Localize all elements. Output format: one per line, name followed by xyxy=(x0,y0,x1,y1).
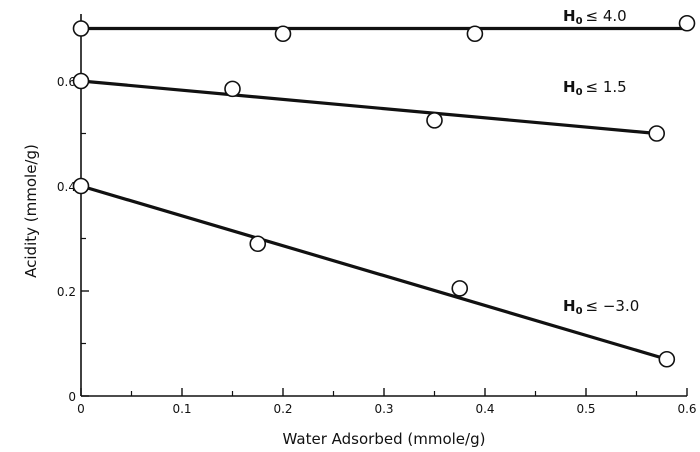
fit-line-series-3 xyxy=(79,184,669,361)
axes: 0 0.1 0.2 0.3 0.4 0.5 0.6 0 0.2 0.4 0.6 xyxy=(57,14,697,416)
x-tick-label: 0.5 xyxy=(576,402,595,416)
fit-lines xyxy=(79,26,689,361)
x-tick-label: 0.1 xyxy=(172,402,191,416)
series-label-2: H0 ≤ 1.5 xyxy=(563,78,627,98)
x-tick-label: 0.6 xyxy=(677,402,696,416)
data-point-series-1 xyxy=(466,25,484,43)
y-tick-label: 0.2 xyxy=(57,285,76,299)
data-point-series-2 xyxy=(648,125,666,142)
fit-line-series-2 xyxy=(79,79,659,136)
series-labels: H0 ≤ 4.0 H0 ≤ 1.5 H0 ≤ −3.0 xyxy=(563,7,639,317)
data-point-series-3 xyxy=(451,280,469,297)
y-tick-label: 0.4 xyxy=(57,180,76,194)
data-point-series-2 xyxy=(72,72,90,90)
data-point-series-1 xyxy=(274,25,292,43)
data-point-series-1 xyxy=(678,14,696,32)
data-point-series-1 xyxy=(72,20,90,37)
data-points xyxy=(72,14,696,368)
x-axis-title: Water Adsorbed (mmole/g) xyxy=(283,430,486,448)
series-label-1: H0 ≤ 4.0 xyxy=(563,7,627,27)
series-label-3: H0 ≤ −3.0 xyxy=(563,297,639,317)
x-tick-label: 0 xyxy=(77,402,85,416)
x-tick-label: 0.3 xyxy=(374,402,393,416)
y-tick-label: 0 xyxy=(68,390,76,404)
data-point-series-2 xyxy=(224,80,241,98)
x-tick-label: 0.4 xyxy=(475,402,494,416)
data-point-series-3 xyxy=(249,235,267,253)
x-tick-label: 0.2 xyxy=(273,402,292,416)
y-axis-title: Acidity (mmole/g) xyxy=(22,144,40,278)
y-tick-label: 0.6 xyxy=(57,75,76,89)
data-point-series-3 xyxy=(658,350,676,368)
data-point-series-3 xyxy=(72,177,90,195)
data-point-series-2 xyxy=(426,112,443,129)
